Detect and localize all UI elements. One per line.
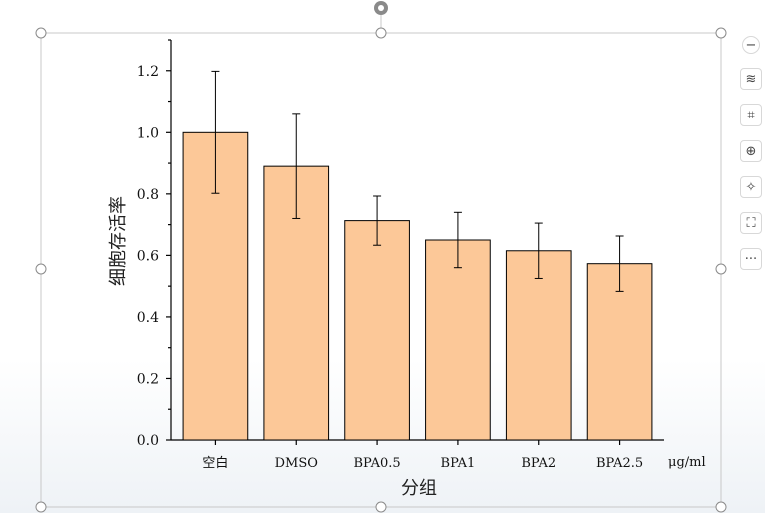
- x-tick-label: DMSO: [275, 456, 318, 471]
- y-tick-label: 0.6: [137, 248, 159, 264]
- rotate-handle-center: [378, 5, 384, 11]
- x-tick-label: BPA0.5: [353, 456, 400, 471]
- x-tick-label: BPA1: [441, 456, 476, 471]
- x-tick-label: BPA2: [521, 456, 556, 471]
- y-tick-label: 1.0: [137, 125, 159, 141]
- y-axis-title: 细胞存活率: [108, 196, 129, 286]
- layers-icon[interactable]: ≋: [740, 68, 762, 90]
- more-icon[interactable]: ···: [740, 248, 762, 270]
- y-tick-label: 1.2: [137, 64, 159, 80]
- zoom-in-icon[interactable]: ⊕: [740, 140, 762, 162]
- magic-wand-icon[interactable]: ✧: [740, 176, 762, 198]
- resize-handle-bottom-right[interactable]: [715, 501, 727, 513]
- y-tick-label: 0.2: [137, 371, 159, 387]
- resize-handle-bottom-left[interactable]: [35, 501, 47, 513]
- bar-chart[interactable]: 0.0 0.2 0.4 0.6 0.8 1.0 1.2 空白 DMSO BPA0.5 BPA1 BPA…: [137, 39, 664, 471]
- y-tick-label: 0.8: [137, 187, 159, 203]
- scan-icon[interactable]: ⛶: [740, 212, 762, 234]
- crop-icon[interactable]: ⌗: [740, 104, 762, 126]
- resize-handle-right[interactable]: [715, 263, 727, 275]
- bar[interactable]: [586, 263, 653, 441]
- resize-handle-top-right[interactable]: [715, 27, 727, 39]
- bar[interactable]: [425, 239, 491, 441]
- resize-handle-top-left[interactable]: [35, 27, 47, 39]
- x-tick-label: BPA2.5: [596, 456, 643, 471]
- y-tick-label: 0.0: [137, 433, 159, 449]
- side-toolbar: − ≋ ⌗ ⊕ ✧ ⛶ ···: [740, 36, 764, 284]
- x-axis-unit: μg/ml: [668, 455, 706, 470]
- x-axis-title: 分组: [401, 478, 437, 499]
- x-tick-label: 空白: [202, 455, 228, 471]
- resize-handle-bottom[interactable]: [375, 501, 387, 513]
- resize-handle-left[interactable]: [35, 263, 47, 275]
- bar[interactable]: [344, 220, 410, 441]
- bar[interactable]: [505, 250, 572, 441]
- resize-handle-top[interactable]: [375, 27, 387, 39]
- y-tick-label: 0.4: [137, 310, 159, 326]
- minus-icon[interactable]: −: [742, 36, 760, 54]
